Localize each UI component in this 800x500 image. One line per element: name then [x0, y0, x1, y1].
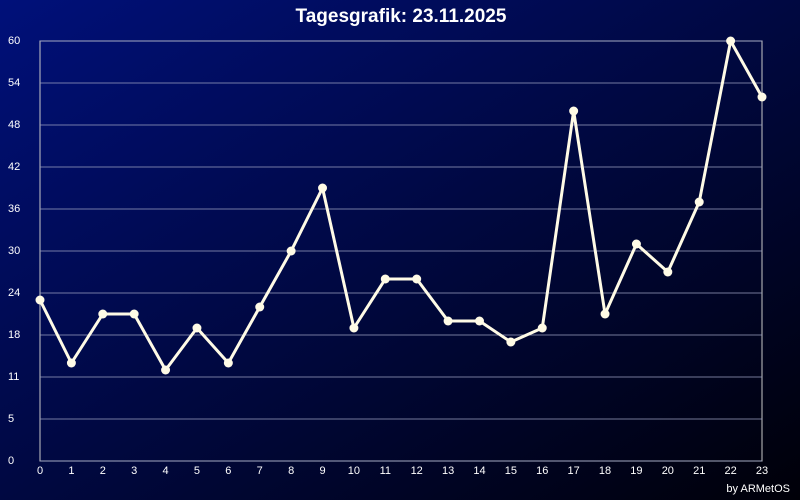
data-point — [726, 36, 736, 46]
data-point — [757, 92, 767, 102]
data-point — [255, 302, 265, 312]
x-tick-label: 16 — [536, 465, 548, 477]
data-point — [600, 309, 610, 319]
data-point — [663, 267, 673, 277]
x-tick-label: 13 — [442, 465, 454, 477]
x-tick-label: 3 — [131, 465, 137, 477]
y-tick-label: 54 — [8, 77, 20, 89]
y-tick-label: 60 — [8, 35, 20, 47]
data-point — [412, 274, 422, 284]
y-tick-label: 5 — [8, 413, 14, 425]
data-point — [286, 246, 296, 256]
x-tick-label: 11 — [380, 465, 391, 477]
y-tick-label: 11 — [8, 371, 19, 383]
x-tick-label: 5 — [194, 465, 200, 477]
data-point — [474, 316, 484, 326]
x-tick-label: 14 — [473, 465, 485, 477]
x-tick-label: 9 — [319, 465, 325, 477]
x-tick-label: 1 — [68, 465, 74, 477]
data-point — [318, 183, 328, 193]
x-tick-label: 23 — [756, 465, 768, 477]
data-point — [161, 365, 171, 375]
x-tick-label: 22 — [724, 465, 736, 477]
y-tick-label: 18 — [8, 329, 20, 341]
data-point — [694, 197, 704, 207]
data-point — [569, 106, 579, 116]
y-tick-label: 0 — [8, 455, 14, 467]
y-tick-label: 24 — [8, 287, 20, 299]
data-point — [223, 358, 233, 368]
x-tick-label: 21 — [693, 465, 705, 477]
data-line — [38, 39, 764, 372]
x-tick-label: 6 — [225, 465, 231, 477]
y-tick-label: 48 — [8, 119, 20, 131]
x-tick-label: 7 — [257, 465, 263, 477]
x-tick-label: 19 — [630, 465, 642, 477]
data-point — [380, 274, 390, 284]
data-point — [349, 323, 359, 333]
data-point — [537, 323, 547, 333]
y-tick-label: 36 — [8, 203, 20, 215]
x-tick-label: 18 — [599, 465, 611, 477]
data-point — [631, 239, 641, 249]
data-point — [66, 358, 76, 368]
y-tick-label: 42 — [8, 161, 20, 173]
credit: by ARMetOS — [726, 483, 790, 495]
x-tick-label: 15 — [505, 465, 517, 477]
chart-title: Tagesgrafik: 23.11.2025 — [296, 6, 507, 27]
y-tick-label: 30 — [8, 245, 20, 257]
x-tick-label: 17 — [568, 465, 580, 477]
x-tick-label: 4 — [163, 465, 169, 477]
data-point — [35, 295, 45, 305]
x-tick-label: 8 — [288, 465, 294, 477]
x-tick-label: 2 — [100, 465, 106, 477]
data-point — [506, 337, 516, 347]
x-tick-label: 12 — [411, 465, 423, 477]
data-point — [443, 316, 453, 326]
x-tick-label: 10 — [348, 465, 360, 477]
data-point — [192, 323, 202, 333]
x-tick-label: 20 — [662, 465, 674, 477]
data-point — [98, 309, 108, 319]
data-point — [129, 309, 139, 319]
x-tick-label: 0 — [37, 465, 43, 477]
